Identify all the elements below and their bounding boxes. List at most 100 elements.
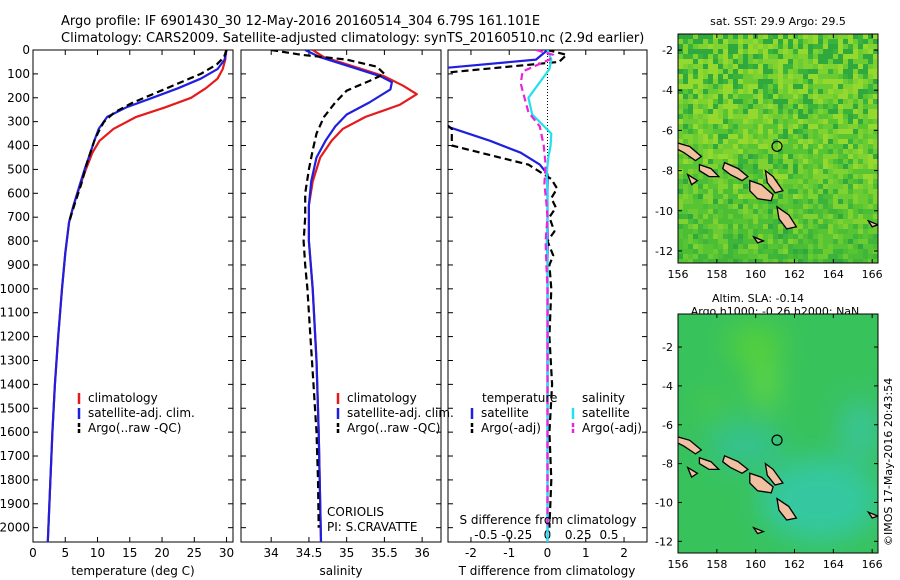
sla-map-field bbox=[678, 314, 878, 553]
sst-cell bbox=[863, 244, 868, 249]
sst-cell bbox=[818, 144, 823, 149]
sst-cell bbox=[838, 189, 843, 194]
depth-tick-label: 900 bbox=[7, 258, 30, 272]
sst-cell bbox=[783, 194, 788, 199]
sst-cell bbox=[708, 114, 713, 119]
sst-cell bbox=[853, 119, 858, 124]
sst-cell bbox=[873, 189, 878, 194]
sst-cell bbox=[753, 164, 758, 169]
sst-cell bbox=[828, 164, 833, 169]
sst-cell bbox=[743, 189, 748, 194]
sst-cell bbox=[798, 39, 803, 44]
sst-cell bbox=[873, 104, 878, 109]
sst-cell bbox=[843, 254, 848, 259]
sst-cell bbox=[838, 59, 843, 64]
sst-cell bbox=[743, 114, 748, 119]
sst-cell bbox=[793, 124, 798, 129]
sst-cell bbox=[753, 249, 758, 254]
sst-pixels bbox=[678, 34, 878, 263]
sst-cell bbox=[763, 109, 768, 114]
sst-cell bbox=[843, 184, 848, 189]
sst-cell bbox=[858, 154, 863, 159]
sst-cell bbox=[728, 99, 733, 104]
sst-cell bbox=[703, 119, 708, 124]
sst-cell bbox=[728, 259, 733, 263]
sst-cell bbox=[863, 224, 868, 229]
sst-cell bbox=[763, 34, 768, 39]
sst-cell bbox=[783, 94, 788, 99]
sst-cell bbox=[683, 194, 688, 199]
lon-tick-label: 164 bbox=[823, 268, 844, 281]
sst-cell bbox=[848, 124, 853, 129]
sst-cell bbox=[828, 149, 833, 154]
sst-cell bbox=[678, 84, 683, 89]
sst-cell bbox=[768, 79, 773, 84]
sst-cell bbox=[853, 159, 858, 164]
sst-cell bbox=[698, 64, 703, 69]
sst-cell bbox=[813, 214, 818, 219]
sst-cell bbox=[713, 249, 718, 254]
sst-cell bbox=[803, 64, 808, 69]
sst-cell bbox=[868, 194, 873, 199]
sst-cell bbox=[783, 184, 788, 189]
sst-cell bbox=[838, 119, 843, 124]
sst-cell bbox=[813, 199, 818, 204]
sst-cell bbox=[693, 134, 698, 139]
sst-cell bbox=[793, 254, 798, 259]
sst-cell bbox=[768, 199, 773, 204]
depth-tick-label: 200 bbox=[7, 91, 30, 105]
legend-label: climatology bbox=[88, 391, 158, 405]
sst-cell bbox=[843, 219, 848, 224]
sst-cell bbox=[758, 234, 763, 239]
sst-cell bbox=[873, 99, 878, 104]
sst-cell bbox=[743, 124, 748, 129]
sst-cell bbox=[838, 219, 843, 224]
sst-cell bbox=[803, 34, 808, 39]
sst-cell bbox=[708, 149, 713, 154]
sla-map-axes: 156 158 160 162 164 166-2-4-6-8-10-12 bbox=[655, 314, 883, 571]
sst-cell bbox=[723, 199, 728, 204]
x-tick-label: 34.5 bbox=[296, 546, 323, 560]
sst-cell bbox=[698, 244, 703, 249]
sst-cell bbox=[783, 99, 788, 104]
sst-cell bbox=[778, 259, 783, 263]
sst-cell bbox=[853, 199, 858, 204]
sst-cell bbox=[843, 89, 848, 94]
sst-cell bbox=[763, 219, 768, 224]
sst-cell bbox=[808, 129, 813, 134]
sst-cell bbox=[693, 139, 698, 144]
sst-cell bbox=[698, 149, 703, 154]
sst-cell bbox=[778, 119, 783, 124]
sst-cell bbox=[853, 109, 858, 114]
sst-cell bbox=[723, 179, 728, 184]
sst-cell bbox=[813, 249, 818, 254]
sst-cell bbox=[863, 129, 868, 134]
sst-cell bbox=[778, 194, 783, 199]
sst-cell bbox=[853, 239, 858, 244]
sst-cell bbox=[868, 64, 873, 69]
sst-cell bbox=[678, 179, 683, 184]
sst-cell bbox=[828, 94, 833, 99]
sst-cell bbox=[823, 179, 828, 184]
sst-cell bbox=[873, 199, 878, 204]
sst-cell bbox=[758, 104, 763, 109]
series-line bbox=[448, 50, 549, 542]
sst-cell bbox=[708, 64, 713, 69]
sst-cell bbox=[843, 134, 848, 139]
sst-cell bbox=[728, 84, 733, 89]
sst-cell bbox=[768, 224, 773, 229]
sst-cell bbox=[828, 189, 833, 194]
sst-cell bbox=[798, 259, 803, 263]
sst-cell bbox=[828, 159, 833, 164]
sst-cell bbox=[828, 74, 833, 79]
x-tick-label: 5 bbox=[61, 546, 69, 560]
sst-cell bbox=[773, 104, 778, 109]
sst-cell bbox=[708, 154, 713, 159]
sst-cell bbox=[843, 169, 848, 174]
sst-cell bbox=[688, 229, 693, 234]
sst-cell bbox=[793, 174, 798, 179]
sst-cell bbox=[743, 254, 748, 259]
sst-cell bbox=[773, 249, 778, 254]
sst-cell bbox=[803, 174, 808, 179]
sst-cell bbox=[783, 79, 788, 84]
